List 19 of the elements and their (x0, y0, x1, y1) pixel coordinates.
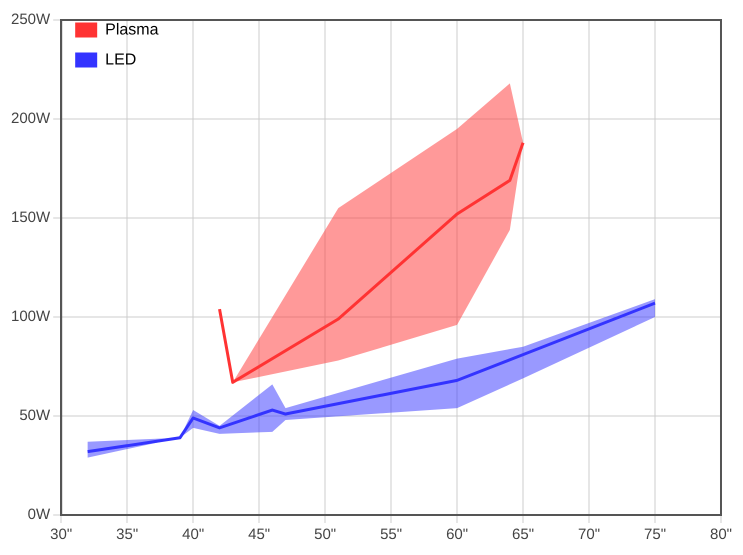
y-tick-label: 100W (10, 308, 52, 326)
x-tick-label: 60" (446, 526, 468, 544)
y-tick-label: 50W (19, 407, 52, 424)
x-tick-label: 30" (50, 526, 72, 544)
x-tick-label: 50" (314, 526, 336, 544)
x-tick-label: 35" (116, 526, 138, 544)
y-tick-label: 150W (10, 209, 52, 226)
x-tick-label: 40" (182, 526, 204, 544)
x-tick-label: 75" (644, 526, 666, 544)
y-tick-label: 0W (28, 506, 52, 524)
x-tick-label: 55" (380, 526, 402, 544)
y-tick-label: 250W (10, 11, 52, 28)
legend-label: LED (105, 51, 136, 68)
x-tick-label: 65" (512, 526, 534, 544)
x-tick-label: 45" (248, 526, 270, 544)
legend-label: Plasma (105, 21, 159, 38)
x-tick-label: 80" (710, 526, 732, 544)
y-tick-label: 200W (10, 110, 52, 128)
x-tick-label: 70" (578, 526, 600, 544)
